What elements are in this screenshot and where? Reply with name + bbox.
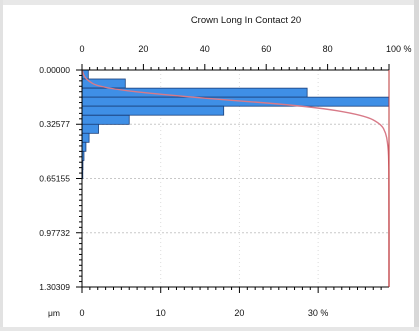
bottom-axis-tick-label: 0	[79, 308, 84, 318]
panel-bottom-edge	[0, 327, 419, 331]
y-axis-tick-label: 1.30309	[39, 282, 70, 292]
y-axis-tick-label: 0.97732	[39, 228, 70, 238]
top-axis-tick-label: 80	[323, 44, 333, 54]
top-axis-tick-label: 0	[79, 44, 84, 54]
top-axis-tick-label: 40	[200, 44, 210, 54]
histogram-bar	[81, 123, 99, 134]
panel-top-edge	[0, 0, 419, 5]
histogram-bar	[81, 132, 90, 143]
histogram-bar	[81, 105, 225, 116]
top-axis-tick-label: 60	[261, 44, 271, 54]
histogram-bar	[81, 141, 87, 152]
histogram-bar	[81, 114, 130, 125]
bottom-axis-tick-label: 20	[234, 308, 244, 318]
panel-right-edge	[414, 0, 419, 331]
y-axis-tick-label: 0.00000	[39, 65, 70, 75]
chart-title: Crown Long In Contact 20	[191, 15, 301, 26]
y-axis-tick-label: 0.32577	[39, 119, 70, 129]
y-axis-tick-label: 0.65155	[39, 174, 70, 184]
bottom-axis-tick-label: 30 %	[308, 308, 329, 318]
histogram-bar	[81, 96, 390, 107]
top-axis-tick-label: 20	[138, 44, 148, 54]
panel-left-edge	[0, 0, 3, 331]
top-axis-tick-label: 100 %	[386, 44, 412, 54]
axes-group: 0 20 40 60 80 100 % 0 10 20 30 % 0.00000 0.32577 0.6…	[39, 44, 411, 318]
y-axis-unit-label: μm	[48, 308, 60, 318]
bottom-axis-tick-label: 10	[156, 308, 166, 318]
